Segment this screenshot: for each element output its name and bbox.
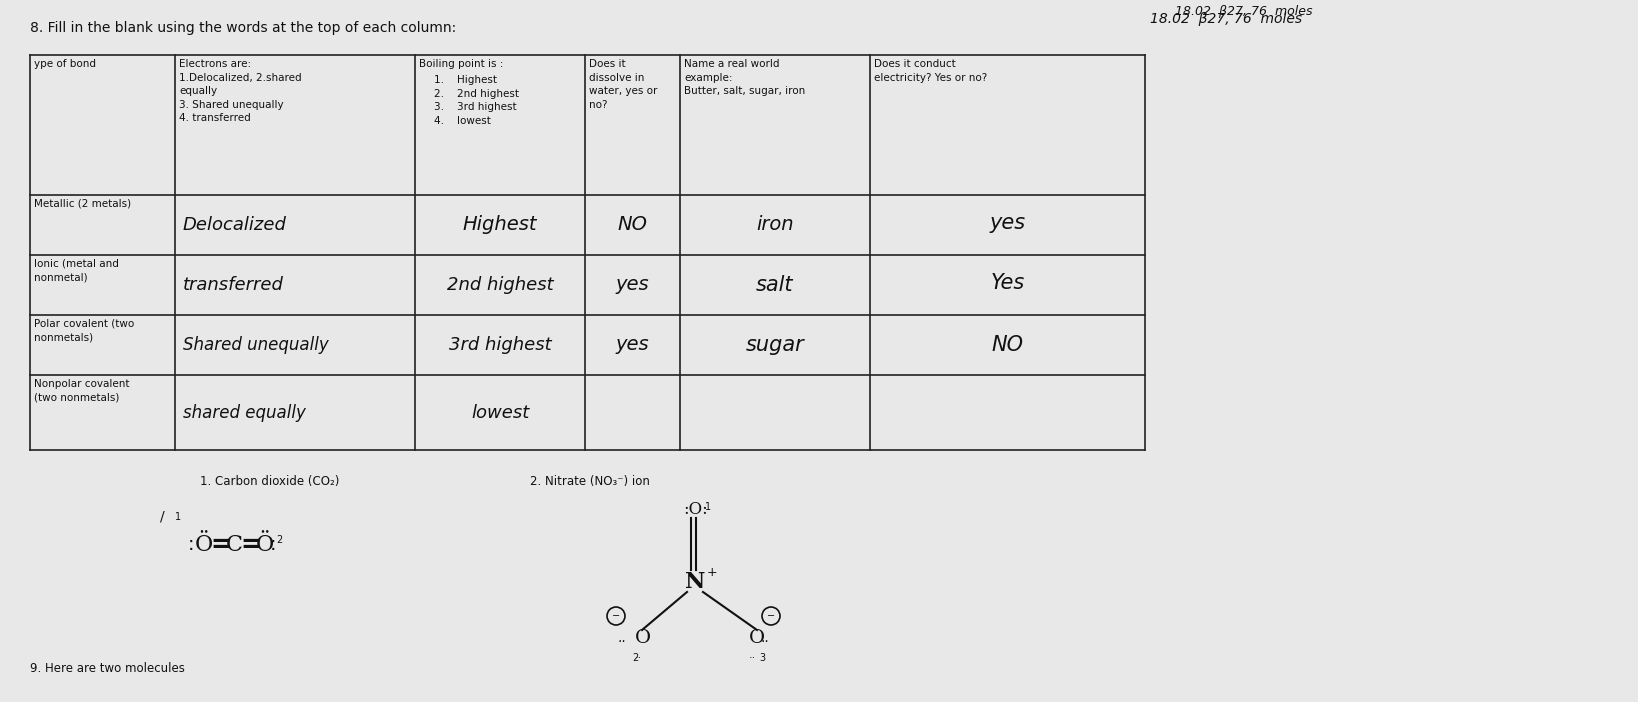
- Text: Boiling point is :: Boiling point is :: [419, 59, 503, 69]
- Text: 18.02  β27, 76  moles: 18.02 β27, 76 moles: [1150, 12, 1302, 26]
- Text: Metallic (2 metals): Metallic (2 metals): [34, 199, 131, 209]
- Text: O: O: [636, 629, 652, 647]
- Text: yes: yes: [989, 213, 1025, 233]
- Text: Name a real world
example:
Butter, salt, sugar, iron: Name a real world example: Butter, salt,…: [685, 59, 806, 96]
- Text: Shared unequally: Shared unequally: [183, 336, 329, 354]
- Text: ..: ..: [760, 631, 770, 645]
- Text: :: :: [188, 536, 195, 555]
- Text: Polar covalent (two
nonmetals): Polar covalent (two nonmetals): [34, 319, 134, 342]
- Text: 1.    Highest
2.    2nd highest
3.    3rd highest
4.    lowest: 1. Highest 2. 2nd highest 3. 3rd highest…: [434, 75, 519, 126]
- Text: NO: NO: [991, 335, 1024, 355]
- Text: Does it conduct
electricity? Yes or no?: Does it conduct electricity? Yes or no?: [875, 59, 988, 83]
- Text: Ionic (metal and
nonmetal): Ionic (metal and nonmetal): [34, 259, 120, 282]
- Text: lowest: lowest: [470, 404, 529, 421]
- Text: :: :: [270, 536, 277, 555]
- Text: 3rd highest: 3rd highest: [449, 336, 552, 354]
- Text: NO: NO: [618, 216, 647, 234]
- Text: 1: 1: [704, 502, 711, 512]
- Text: ..: ..: [636, 650, 642, 660]
- Text: +: +: [708, 566, 717, 578]
- Text: iron: iron: [757, 216, 794, 234]
- Text: O: O: [749, 629, 765, 647]
- Text: Nonpolar covalent
(two nonmetals): Nonpolar covalent (two nonmetals): [34, 379, 129, 402]
- Text: 2: 2: [632, 653, 639, 663]
- Text: transferred: transferred: [183, 276, 283, 294]
- Text: yes: yes: [616, 336, 649, 355]
- Text: ype of bond: ype of bond: [34, 59, 97, 69]
- Text: 2: 2: [275, 535, 282, 545]
- Text: 18.02  β27, 76  moles: 18.02 β27, 76 moles: [1174, 5, 1312, 18]
- Text: Does it
dissolve in
water, yes or
no?: Does it dissolve in water, yes or no?: [590, 59, 657, 110]
- Text: Delocalized: Delocalized: [183, 216, 287, 234]
- Text: 9. Here are two molecules: 9. Here are two molecules: [29, 662, 185, 675]
- Text: −: −: [767, 611, 775, 621]
- Text: 1: 1: [175, 512, 182, 522]
- Text: Ö: Ö: [256, 534, 274, 556]
- Text: Yes: Yes: [991, 273, 1025, 293]
- Text: 2. Nitrate (NO₃⁻) ion: 2. Nitrate (NO₃⁻) ion: [531, 475, 650, 488]
- Text: :O:: :O:: [683, 501, 708, 519]
- Text: 2nd highest: 2nd highest: [447, 276, 554, 294]
- Text: Electrons are:
1.Delocalized, 2.shared
equally
3. Shared unequally
4. transferre: Electrons are: 1.Delocalized, 2.shared e…: [179, 59, 301, 124]
- Text: −: −: [613, 611, 621, 621]
- Text: salt: salt: [757, 275, 794, 295]
- Text: =: =: [210, 533, 231, 557]
- Text: 3: 3: [758, 653, 765, 663]
- Text: C: C: [226, 534, 242, 556]
- Text: shared equally: shared equally: [183, 404, 306, 421]
- Text: ..: ..: [749, 650, 757, 660]
- Text: Highest: Highest: [464, 216, 537, 234]
- Text: 1. Carbon dioxide (CO₂): 1. Carbon dioxide (CO₂): [200, 475, 339, 488]
- Text: Ö: Ö: [195, 534, 213, 556]
- Text: ..: ..: [618, 631, 626, 645]
- Text: yes: yes: [616, 275, 649, 295]
- Text: /: /: [161, 510, 165, 524]
- Text: =: =: [241, 533, 260, 557]
- Text: sugar: sugar: [745, 335, 804, 355]
- Text: 8. Fill in the blank using the words at the top of each column:: 8. Fill in the blank using the words at …: [29, 21, 457, 35]
- Text: N: N: [685, 571, 706, 593]
